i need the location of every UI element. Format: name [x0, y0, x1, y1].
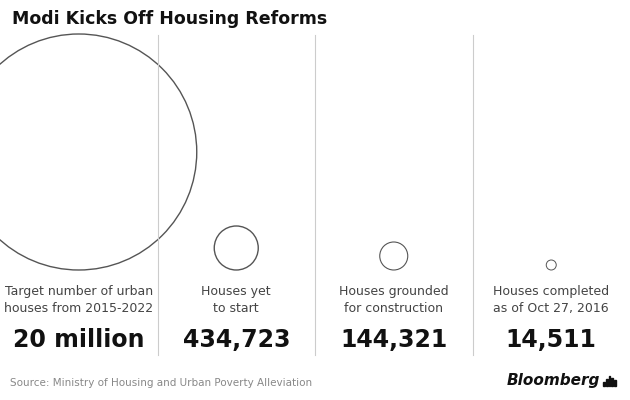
- Bar: [614, 380, 616, 386]
- Bar: [603, 382, 605, 386]
- Bar: [609, 376, 610, 386]
- Text: Houses yet
to start: Houses yet to start: [202, 285, 271, 315]
- Text: Houses completed
as of Oct 27, 2016: Houses completed as of Oct 27, 2016: [493, 285, 609, 315]
- Text: 20 million: 20 million: [13, 328, 144, 352]
- Bar: [611, 378, 613, 386]
- Text: Houses grounded
for construction: Houses grounded for construction: [339, 285, 449, 315]
- Text: Bloomberg: Bloomberg: [507, 373, 600, 388]
- Text: Modi Kicks Off Housing Reforms: Modi Kicks Off Housing Reforms: [12, 10, 327, 28]
- Text: Source: Ministry of Housing and Urban Poverty Alleviation: Source: Ministry of Housing and Urban Po…: [10, 378, 312, 388]
- Text: Target number of urban
houses from 2015-2022: Target number of urban houses from 2015-…: [4, 285, 153, 315]
- Text: 144,321: 144,321: [340, 328, 447, 352]
- Text: 434,723: 434,723: [183, 328, 290, 352]
- Bar: [606, 379, 607, 386]
- Text: 14,511: 14,511: [506, 328, 597, 352]
